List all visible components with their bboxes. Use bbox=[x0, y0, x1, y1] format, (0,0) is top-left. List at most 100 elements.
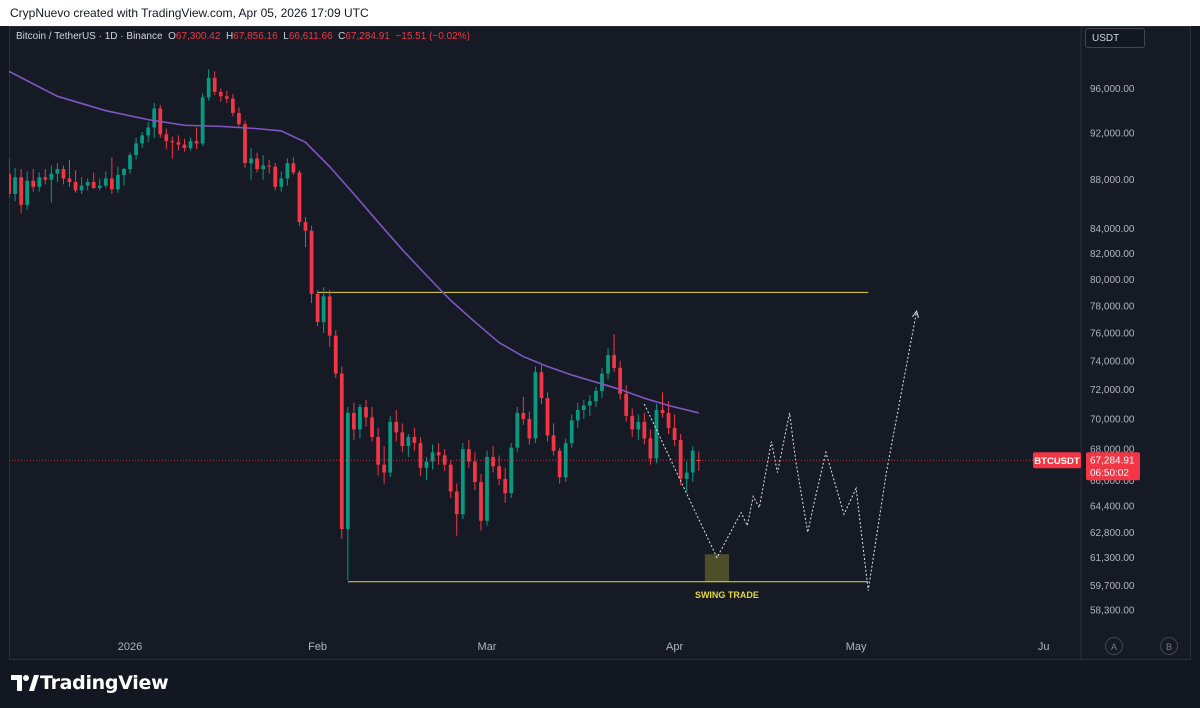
y-tick-label: 84,000.00 bbox=[1090, 224, 1135, 235]
candle-body bbox=[515, 412, 520, 448]
candle-body bbox=[249, 158, 253, 164]
candle-body bbox=[690, 450, 695, 473]
header-bar: CrypNuevo created with TradingView.com, … bbox=[0, 0, 1200, 26]
candle-body bbox=[563, 443, 568, 478]
candle-body bbox=[581, 405, 586, 410]
candle-body bbox=[176, 142, 181, 145]
candle-body bbox=[61, 169, 66, 179]
candle-body bbox=[97, 185, 102, 188]
candle-body bbox=[109, 178, 114, 190]
ticker-badge-text: BTCUSDT bbox=[1034, 456, 1080, 467]
projection-arrowhead bbox=[912, 309, 919, 319]
candle-body bbox=[200, 97, 205, 144]
candle-body bbox=[412, 436, 417, 444]
candle-body bbox=[551, 435, 556, 451]
candle-body bbox=[146, 127, 151, 136]
y-tick-label: 78,000.00 bbox=[1090, 301, 1135, 312]
candle-body bbox=[291, 163, 296, 173]
y-tick-label: 80,000.00 bbox=[1090, 275, 1135, 286]
y-tick-label: 68,000.00 bbox=[1090, 445, 1135, 456]
candle-body bbox=[224, 96, 229, 99]
candle-body bbox=[509, 447, 514, 494]
open-value: 67,300.42 bbox=[175, 31, 221, 42]
candle-body bbox=[466, 449, 471, 462]
candle-body bbox=[575, 409, 580, 421]
y-tick-label: 96,000.00 bbox=[1090, 84, 1135, 95]
candle-body bbox=[388, 421, 393, 473]
candle-body bbox=[636, 421, 641, 430]
candle-body bbox=[436, 452, 441, 456]
y-tick-label: 61,300.00 bbox=[1090, 553, 1135, 564]
candle-body bbox=[600, 373, 604, 391]
candle-body bbox=[382, 464, 387, 473]
chart-area[interactable] bbox=[9, 26, 1191, 660]
candle-body bbox=[624, 393, 629, 416]
candle-body bbox=[460, 449, 465, 515]
candle-body bbox=[194, 141, 199, 144]
candle-body bbox=[67, 178, 72, 183]
candle-body bbox=[85, 182, 90, 186]
candle-body bbox=[261, 165, 266, 170]
candle-body bbox=[485, 456, 489, 521]
candle-body bbox=[321, 296, 326, 322]
candle-body bbox=[103, 178, 108, 186]
y-tick-label: 59,700.00 bbox=[1090, 581, 1135, 592]
candle-body bbox=[255, 158, 259, 170]
auto-scale-button[interactable]: A bbox=[1105, 637, 1123, 655]
y-tick-label: 88,000.00 bbox=[1090, 175, 1135, 186]
candle-body bbox=[9, 173, 11, 194]
symbol-name: Bitcoin / TetherUS · 1D · Binance bbox=[16, 31, 163, 42]
candle-body bbox=[642, 421, 647, 439]
candle-body bbox=[134, 143, 138, 155]
candle-body bbox=[684, 472, 689, 479]
x-tick-label: May bbox=[846, 641, 867, 653]
candle-body bbox=[206, 77, 211, 98]
chart-title: CrypNuevo created with TradingView.com, … bbox=[10, 6, 369, 20]
candle-body bbox=[654, 409, 659, 459]
candle-body bbox=[79, 185, 84, 191]
open-label: O bbox=[168, 31, 176, 42]
y-tick-label: 70,000.00 bbox=[1090, 414, 1135, 425]
change-value: −15.51 (−0.02%) bbox=[395, 31, 470, 42]
low-label: L bbox=[283, 31, 289, 42]
x-tick-label: Mar bbox=[478, 641, 497, 653]
candle-body bbox=[285, 163, 290, 179]
candle-body bbox=[569, 420, 574, 444]
candle-body bbox=[557, 450, 562, 478]
b-button[interactable]: B bbox=[1160, 637, 1178, 655]
candle-body bbox=[448, 464, 453, 492]
candle-body bbox=[49, 173, 54, 180]
price-badge-value: 67,284.91 bbox=[1090, 456, 1135, 467]
candle-body bbox=[612, 355, 616, 368]
x-tick-label: Apr bbox=[666, 641, 683, 653]
candle-body bbox=[352, 412, 356, 430]
candle-body bbox=[19, 177, 23, 205]
candle-body bbox=[545, 398, 550, 436]
candle-body bbox=[696, 460, 701, 462]
candle-body bbox=[454, 491, 459, 515]
candle-body bbox=[309, 230, 314, 294]
candle-body bbox=[91, 182, 96, 188]
candle-body bbox=[267, 165, 272, 167]
candle-body bbox=[315, 293, 320, 322]
tradingview-logo-icon bbox=[11, 675, 39, 691]
candle-body bbox=[418, 443, 423, 468]
y-tick-label: 72,000.00 bbox=[1090, 385, 1135, 396]
y-tick-label: 58,300.00 bbox=[1090, 606, 1135, 617]
candle-body bbox=[303, 222, 308, 231]
candle-body bbox=[128, 154, 132, 170]
candle-body bbox=[122, 169, 126, 175]
currency-button[interactable]: USDT bbox=[1085, 28, 1145, 48]
candle-body bbox=[339, 373, 344, 530]
candle-body bbox=[376, 436, 380, 465]
candle-body bbox=[152, 108, 157, 128]
close-value: 67,284.91 bbox=[345, 31, 390, 42]
moving-average-line bbox=[9, 70, 699, 414]
ticker-badge bbox=[1033, 452, 1081, 469]
candle-body bbox=[400, 432, 405, 447]
candle-body bbox=[473, 461, 477, 482]
candle-body bbox=[170, 141, 175, 143]
x-tick-label: 2026 bbox=[118, 641, 142, 653]
y-tick-label: 64,400.00 bbox=[1090, 502, 1135, 513]
